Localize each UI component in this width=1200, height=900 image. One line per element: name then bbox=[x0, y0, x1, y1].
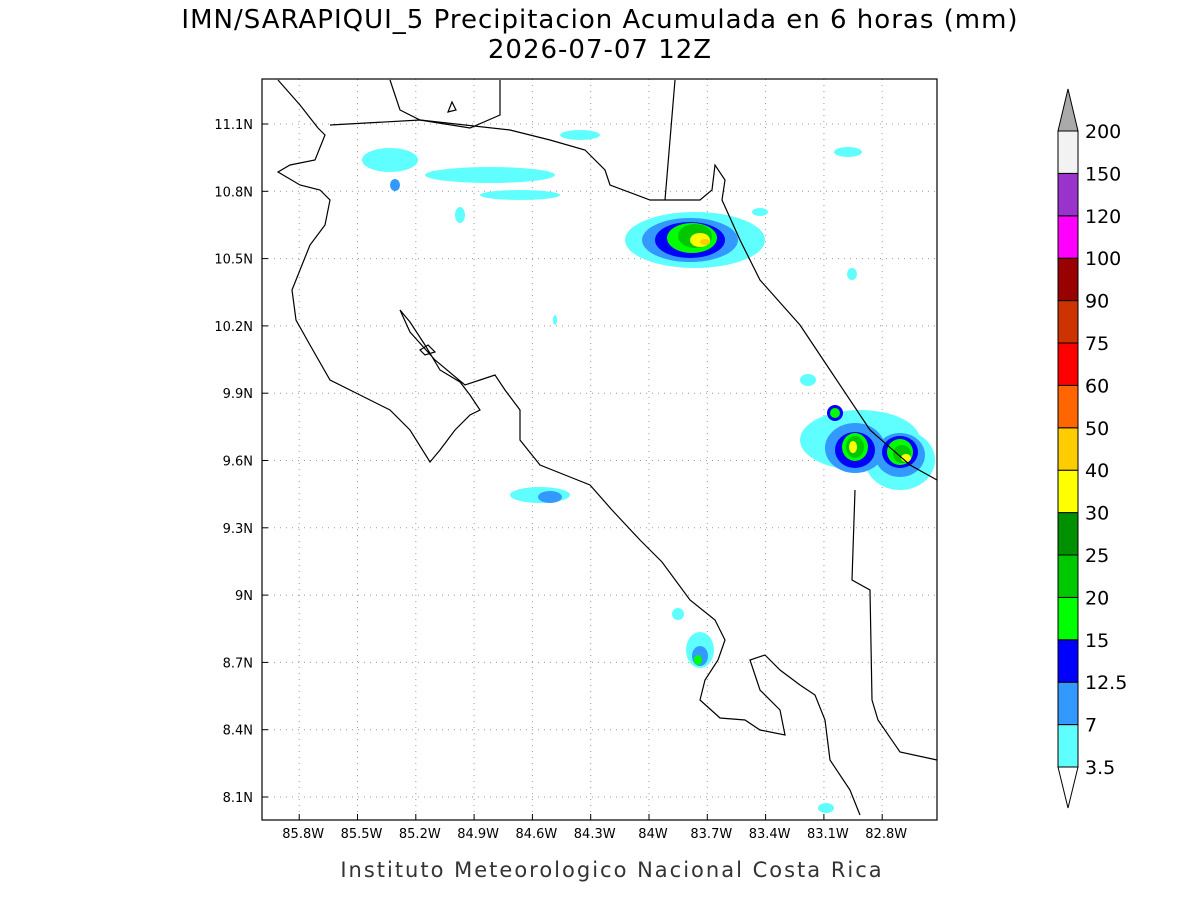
colorbar-box bbox=[1057, 681, 1079, 726]
lon-tick-label: 82.8W bbox=[865, 827, 907, 842]
lon-tick-label: 84W bbox=[638, 827, 668, 842]
colorbar-label: 200 bbox=[1085, 121, 1121, 143]
lat-tick-label: 8.7N bbox=[223, 656, 253, 671]
colorbar-label: 12.5 bbox=[1085, 672, 1127, 694]
colorbar-label: 150 bbox=[1085, 163, 1121, 185]
lon-tick-label: 83.1W bbox=[807, 827, 849, 842]
lat-tick-label: 10.8N bbox=[214, 185, 253, 200]
colorbar-label: 30 bbox=[1085, 503, 1109, 525]
colorbar-label: 15 bbox=[1085, 630, 1109, 652]
colorbar-box bbox=[1057, 257, 1079, 302]
lon-tick-label: 84.6W bbox=[515, 827, 557, 842]
colorbar-box bbox=[1057, 427, 1079, 471]
colorbar-label: 7 bbox=[1085, 715, 1097, 737]
colorbar-label: 120 bbox=[1085, 206, 1121, 228]
title: IMN/SARAPIQUI_5 Precipitacion Acumulada … bbox=[181, 5, 1018, 35]
precipitation bbox=[362, 130, 935, 813]
colorbar-box bbox=[1057, 342, 1079, 386]
map-frame bbox=[261, 78, 938, 821]
colorbar-label: 40 bbox=[1085, 460, 1109, 482]
colorbar-box bbox=[1057, 300, 1079, 344]
colorbar-box bbox=[1057, 639, 1079, 683]
colorbar-label: 75 bbox=[1085, 333, 1109, 355]
lat-tick-label: 8.4N bbox=[223, 724, 253, 739]
lat-tick-label: 11.1N bbox=[214, 118, 253, 133]
lon-tick-label: 85.2W bbox=[399, 827, 441, 842]
lat-tick-label: 10.2N bbox=[214, 320, 253, 335]
lon-tick-label: 85.5W bbox=[341, 827, 383, 842]
coastlines bbox=[276, 79, 938, 816]
colorbar-box bbox=[1057, 469, 1079, 514]
colorbar-box bbox=[1057, 554, 1079, 598]
colorbar-label: 50 bbox=[1085, 418, 1109, 440]
lon-tick-label: 85.8W bbox=[282, 827, 324, 842]
colorbar: 3.5 7 12.5 15 20 25 30 40 50 60 75 90 100 120 150 200 bbox=[1057, 88, 1127, 809]
colorbar-label: 100 bbox=[1085, 248, 1121, 270]
colorbar-box bbox=[1057, 596, 1079, 641]
colorbar-label: 3.5 bbox=[1085, 757, 1115, 779]
lon-tick-label: 83.7W bbox=[690, 827, 732, 842]
lat-tick-label: 8.1N bbox=[223, 791, 253, 806]
lat-tick-label: 9.6N bbox=[223, 455, 253, 470]
colorbar-label: 25 bbox=[1085, 545, 1109, 567]
colorbar-under bbox=[1057, 766, 1079, 809]
lat-tick-label: 9N bbox=[235, 589, 253, 604]
lon-tick-label: 84.9W bbox=[457, 827, 499, 842]
colorbar-label: 20 bbox=[1085, 587, 1109, 609]
colorbar-box bbox=[1057, 172, 1079, 217]
colorbar-label: 90 bbox=[1085, 291, 1109, 313]
footer: Instituto Meteorologico Nacional Costa R… bbox=[340, 858, 883, 882]
lon-tick-label: 84.3W bbox=[574, 827, 616, 842]
lat-tick-label: 10.5N bbox=[214, 253, 253, 268]
grid: 85.8W 85.5W 85.2W 84.9W 84.6W 84.3W 84W 83.7W 83… bbox=[214, 79, 937, 842]
colorbar-box bbox=[1057, 724, 1079, 768]
colorbar-box bbox=[1057, 512, 1079, 556]
lon-tick-label: 83.4W bbox=[749, 827, 791, 842]
colorbar-box bbox=[1057, 215, 1079, 259]
colorbar-box bbox=[1057, 384, 1079, 429]
subtitle: 2026-07-07 12Z bbox=[488, 35, 712, 65]
colorbar-box bbox=[1057, 130, 1079, 174]
colorbar-over bbox=[1057, 88, 1079, 132]
colorbar-label: 60 bbox=[1085, 375, 1109, 397]
lat-tick-label: 9.3N bbox=[223, 522, 253, 537]
lat-tick-label: 9.9N bbox=[223, 387, 253, 402]
